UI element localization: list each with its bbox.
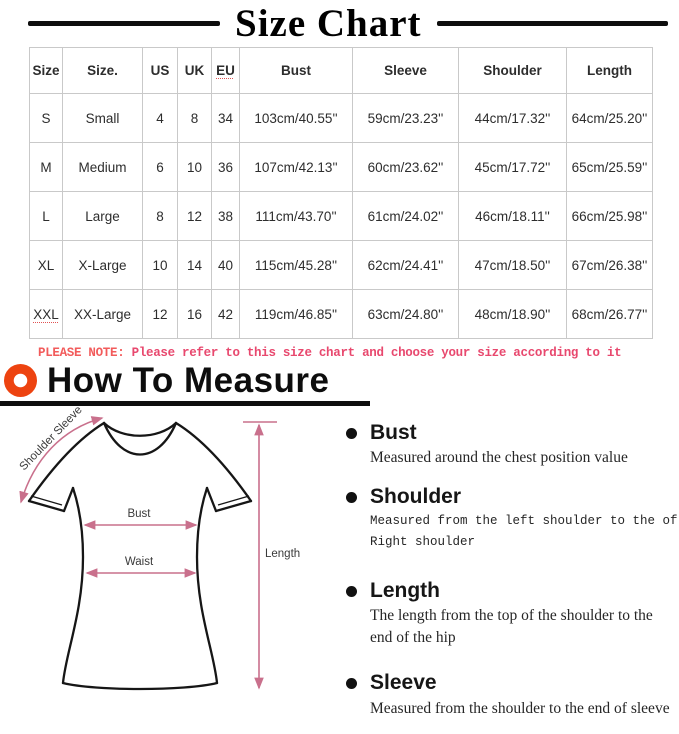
measure-item-desc: The length from the top of the shoulder … — [370, 606, 653, 646]
title-rule-left — [28, 21, 220, 26]
col-header-size-name: Size. — [62, 47, 143, 94]
measure-instructions: Bust Measured around the chest position … — [342, 407, 678, 734]
how-to-measure-header: How To Measure — [4, 363, 679, 398]
measure-item-title: Length — [370, 578, 440, 602]
measure-item-desc: Measured from the shoulder to the end of… — [370, 699, 670, 717]
col-header-bust: Bust — [239, 47, 353, 94]
shoulder-sleeve-label: Shoulder Sleeve — [18, 407, 85, 473]
table-row-xxl: XXL XX-Large 12 16 42 119cm/46.85'' 63cm… — [29, 289, 653, 339]
bullet-icon — [346, 428, 357, 439]
measure-item-shoulder: Shoulder Measured from the left shoulder… — [342, 484, 678, 554]
measure-item-title: Sleeve — [370, 671, 437, 695]
shoulder-sleeve-arrow — [19, 416, 104, 504]
bullet-icon — [346, 491, 357, 503]
bullet-icon — [346, 678, 357, 690]
col-header-size: Size — [29, 47, 63, 94]
bullet-icon — [346, 585, 357, 597]
measure-item-desc: Measured from the left shoulder to the o… — [370, 514, 678, 550]
col-header-shoulder: Shoulder — [458, 47, 567, 94]
col-header-uk: UK — [177, 47, 212, 94]
col-header-us: US — [142, 47, 178, 94]
length-label: Length — [265, 548, 300, 560]
table-row-xl: XL X-Large 10 14 40 115cm/45.28'' 62cm/2… — [29, 240, 653, 290]
page-title: Size Chart — [235, 2, 422, 45]
measure-item-length: Length The length from the top of the sh… — [342, 578, 672, 649]
note-label: PLEASE NOTE: — [38, 346, 125, 360]
measure-item-desc: Measured around the chest position value — [370, 449, 628, 467]
col-header-sleeve: Sleeve — [352, 47, 459, 94]
col-header-eu: EU — [211, 47, 240, 94]
size-table: Size Size. US UK EU Bust Sleeve Shoulder… — [29, 47, 653, 339]
note-text: Please refer to this size chart and choo… — [124, 346, 622, 360]
measure-item-sleeve: Sleeve Measured from the shoulder to the… — [342, 670, 672, 719]
orange-ring-icon — [4, 364, 37, 397]
tshirt-measure-diagram: Bust Waist Length Shoulder Sleeve — [0, 404, 342, 694]
col-header-length: Length — [566, 47, 653, 94]
how-to-measure-title: How To Measure — [47, 361, 330, 400]
measure-item-bust: Bust Measured around the chest position … — [342, 420, 672, 469]
measurement-arrows — [19, 416, 277, 690]
tshirt-diagram-svg: Bust Waist Length Shoulder Sleeve — [18, 404, 300, 691]
title-rule-right — [436, 21, 668, 26]
heading-rule — [0, 401, 370, 406]
measure-section: Bust Waist Length Shoulder Sleeve Bust M… — [0, 404, 679, 734]
size-chart-header: Size Chart — [0, 0, 679, 47]
table-row-m: M Medium 6 10 36 107cm/42.13'' 60cm/23.6… — [29, 142, 653, 192]
measure-item-title: Bust — [370, 421, 417, 444]
table-row-s: S Small 4 8 34 103cm/40.55'' 59cm/23.23'… — [29, 93, 653, 143]
table-row-l: L Large 8 12 38 111cm/43.70'' 61cm/24.02… — [29, 191, 653, 241]
measure-item-title: Shoulder — [370, 484, 462, 508]
table-header-row: Size Size. US UK EU Bust Sleeve Shoulder… — [29, 47, 653, 94]
waist-label: Waist — [125, 556, 154, 568]
bust-label: Bust — [127, 508, 151, 520]
cuff-seams — [30, 495, 250, 506]
please-note: PLEASE NOTE: Please refer to this size c… — [38, 346, 679, 360]
